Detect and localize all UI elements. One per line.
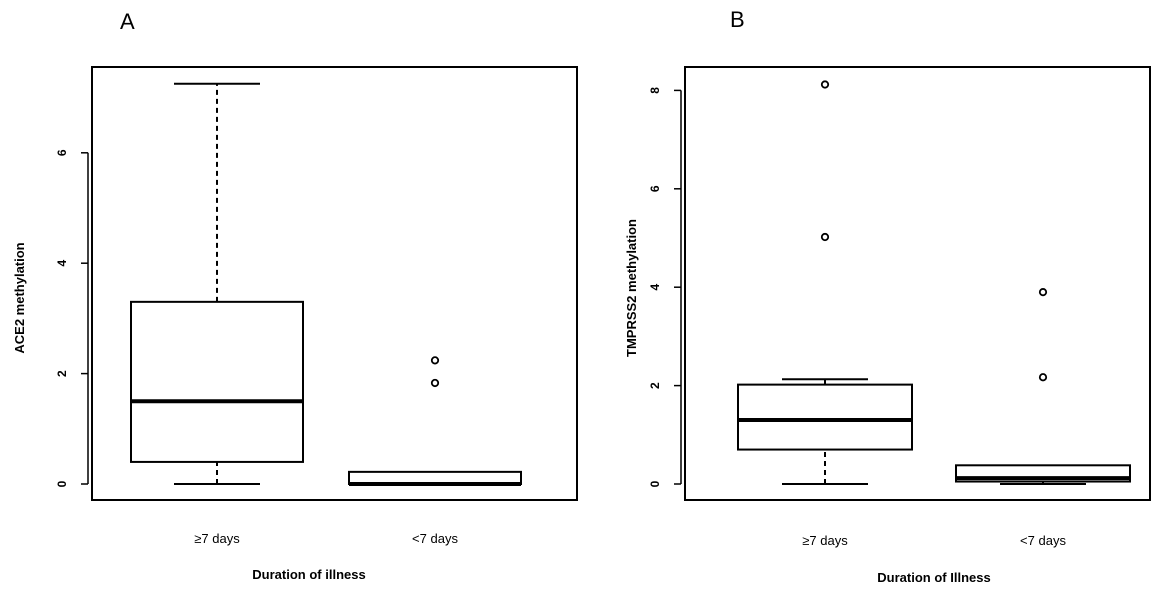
panel-a-x-category-label: <7 days [412,531,458,546]
panel-a-plot-frame [91,66,578,501]
panel-b-x-axis-title: Duration of Illness [877,570,990,585]
panel-a-x-category-label: ≥7 days [194,531,240,546]
panel-a-x-axis-title: Duration of illness [252,567,365,582]
panel-a-y-tick-label: 6 [55,149,69,156]
panel-b-plot-frame [684,66,1151,501]
panel-b-y-tick-label: 2 [648,382,662,389]
panel-b-y-tick-label: 8 [648,87,662,94]
panel-b-x-category-label: ≥7 days [802,533,848,548]
panel-a-y-tick-label: 2 [55,370,69,377]
panel-b-x-category-label: <7 days [1020,533,1066,548]
panel-a-label: A [120,9,135,34]
panel-a-box-1-iqr [130,300,304,463]
panel-a-box-2-outlier [430,378,440,388]
panel-b-box-2-outlier [1038,373,1048,382]
panel-b-box-1-outlier [820,80,830,89]
panel-b-box-1-iqr [737,383,913,451]
panel-b-y-tick-label: 6 [648,185,662,192]
panel-b-y-tick-label: 0 [648,480,662,487]
panel-a-box-2-outlier [430,356,440,365]
panel-a-y-tick-label: 4 [55,260,69,267]
panel-b-box-2-outlier [1038,288,1048,297]
panel-b-label: B [730,7,745,32]
panel-b-box-1-outlier [820,232,830,242]
panel-a-y-tick-label: 0 [55,480,69,487]
panel-a-y-axis-title: ACE2 methylation [12,242,27,353]
panel-b-y-tick-label: 4 [648,284,662,291]
panel-b-y-axis-title: TMPRSS2 methylation [624,219,639,357]
